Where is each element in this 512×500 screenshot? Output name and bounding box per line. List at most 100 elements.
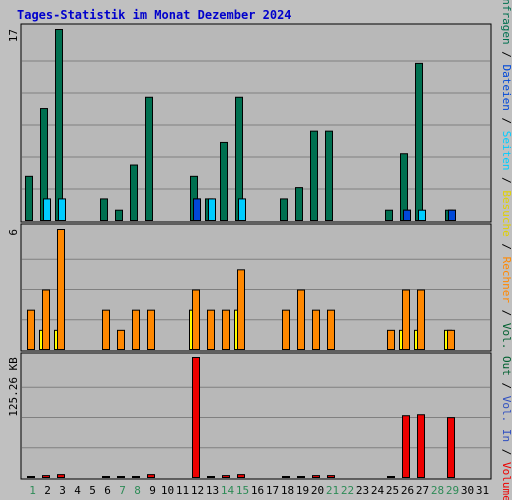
- bar-volumen-day-9: [147, 474, 155, 479]
- bar-rechner-day-6: [102, 309, 110, 350]
- bar-seiten-day-26: [403, 209, 411, 222]
- legend-item-3: /: [500, 111, 512, 131]
- legend-item-5: /: [500, 171, 512, 191]
- day-label-13: 13: [206, 484, 219, 497]
- bar-seiten-day-29: [448, 209, 456, 222]
- bar-volumen-day-18: [282, 476, 290, 478]
- day-label-4: 4: [74, 484, 81, 497]
- day-label-27: 27: [416, 484, 429, 497]
- bar-rechner-day-21: [327, 309, 335, 350]
- day-label-14: 14: [221, 484, 235, 497]
- bar-volumen-day-12: [192, 357, 200, 478]
- chart-panels: 17 6 125.26 KB: [7, 23, 492, 480]
- bar-volumen-day-19: [297, 476, 305, 478]
- bar-volumen-day-3: [57, 474, 65, 479]
- day-label-17: 17: [266, 484, 279, 497]
- day-label-15: 15: [236, 484, 249, 497]
- legend-item-1: /: [500, 45, 512, 65]
- panel-background: [20, 223, 492, 352]
- day-label-7: 7: [119, 484, 126, 497]
- bar-rechner-day-26: [402, 289, 410, 350]
- legend-item-9: /: [500, 303, 512, 323]
- day-label-31: 31: [476, 484, 489, 497]
- bar-anfragen-day-19: [295, 187, 303, 221]
- bar-dateien-day-15: [238, 198, 246, 221]
- bar-rechner-day-2: [42, 289, 50, 350]
- day-label-5: 5: [89, 484, 96, 497]
- day-label-22: 22: [341, 484, 354, 497]
- bar-rechner-day-19: [297, 289, 305, 350]
- bar-rechner-day-20: [312, 309, 320, 350]
- day-label-28: 28: [431, 484, 444, 497]
- day-label-21: 21: [326, 484, 339, 497]
- bar-anfragen-day-3: [55, 29, 63, 221]
- day-label-16: 16: [251, 484, 264, 497]
- bar-dateien-day-27: [418, 209, 426, 222]
- legend-item-2: Dateien: [500, 65, 512, 111]
- legend-item-11: /: [500, 376, 512, 396]
- bar-rechner-day-3: [57, 229, 65, 350]
- bar-volumen-day-29: [447, 417, 455, 478]
- day-label-12: 12: [191, 484, 204, 497]
- bar-rechner-day-18: [282, 309, 290, 350]
- bar-anfragen-day-18: [280, 198, 288, 221]
- bar-anfragen-day-20: [310, 130, 318, 222]
- bar-seiten-day-12: [193, 198, 201, 221]
- bar-anfragen-day-1: [25, 175, 33, 222]
- panel-volume: 125.26 KB: [7, 352, 492, 480]
- bar-anfragen-day-6: [100, 198, 108, 221]
- day-label-24: 24: [371, 484, 385, 497]
- bar-dateien-day-3: [58, 198, 66, 221]
- panel-background: [20, 352, 492, 480]
- day-label-3: 3: [59, 484, 66, 497]
- day-label-10: 10: [161, 484, 174, 497]
- day-label-30: 30: [461, 484, 474, 497]
- legend-item-14: Volumen: [500, 462, 512, 500]
- bar-volumen-day-26: [402, 415, 410, 478]
- bar-rechner-day-12: [192, 289, 200, 350]
- bar-anfragen-day-9: [145, 96, 153, 221]
- bar-dateien-day-2: [43, 198, 51, 221]
- bar-volumen-day-2: [42, 475, 50, 478]
- bar-volumen-day-7: [117, 476, 125, 478]
- day-label-1: 1: [29, 484, 36, 497]
- panel-visits: 6: [7, 223, 492, 352]
- bar-rechner-day-7: [117, 329, 125, 351]
- chart-title: Tages-Statistik im Monat Dezember 2024: [17, 8, 292, 22]
- bar-rechner-day-1: [27, 309, 35, 350]
- legend-item-10: Vol. Out: [500, 323, 512, 376]
- bar-rechner-day-25: [387, 329, 395, 351]
- day-label-6: 6: [104, 484, 111, 497]
- bar-rechner-day-29: [447, 329, 455, 351]
- bar-anfragen-day-8: [130, 164, 138, 222]
- day-label-8: 8: [134, 484, 141, 497]
- legend-item-4: Seiten: [500, 131, 512, 171]
- bar-volumen-day-25: [387, 476, 395, 478]
- bar-rechner-day-8: [132, 309, 140, 350]
- day-label-29: 29: [446, 484, 459, 497]
- bar-volumen-day-20: [312, 475, 320, 478]
- day-label-25: 25: [386, 484, 399, 497]
- bar-rechner-day-14: [222, 309, 230, 350]
- bar-rechner-day-15: [237, 269, 245, 351]
- day-label-19: 19: [296, 484, 309, 497]
- legend-item-6: Besuche: [500, 190, 512, 236]
- day-label-18: 18: [281, 484, 294, 497]
- legend-item-13: /: [500, 442, 512, 462]
- day-label-23: 23: [356, 484, 369, 497]
- bar-anfragen-day-25: [385, 209, 393, 222]
- bar-anfragen-day-14: [220, 141, 228, 221]
- bar-anfragen-day-7: [115, 209, 123, 222]
- day-label-2: 2: [44, 484, 51, 497]
- bar-dateien-day-13: [208, 198, 216, 221]
- bar-rechner-day-27: [417, 289, 425, 350]
- y-max-label: 125.26 KB: [7, 357, 20, 417]
- day-label-20: 20: [311, 484, 324, 497]
- panel-requests: 17: [7, 23, 492, 223]
- bar-volumen-day-14: [222, 475, 230, 478]
- y-max-label: 6: [7, 229, 20, 236]
- bar-volumen-day-15: [237, 474, 245, 479]
- day-label-9: 9: [149, 484, 156, 497]
- bar-volumen-day-21: [327, 475, 335, 478]
